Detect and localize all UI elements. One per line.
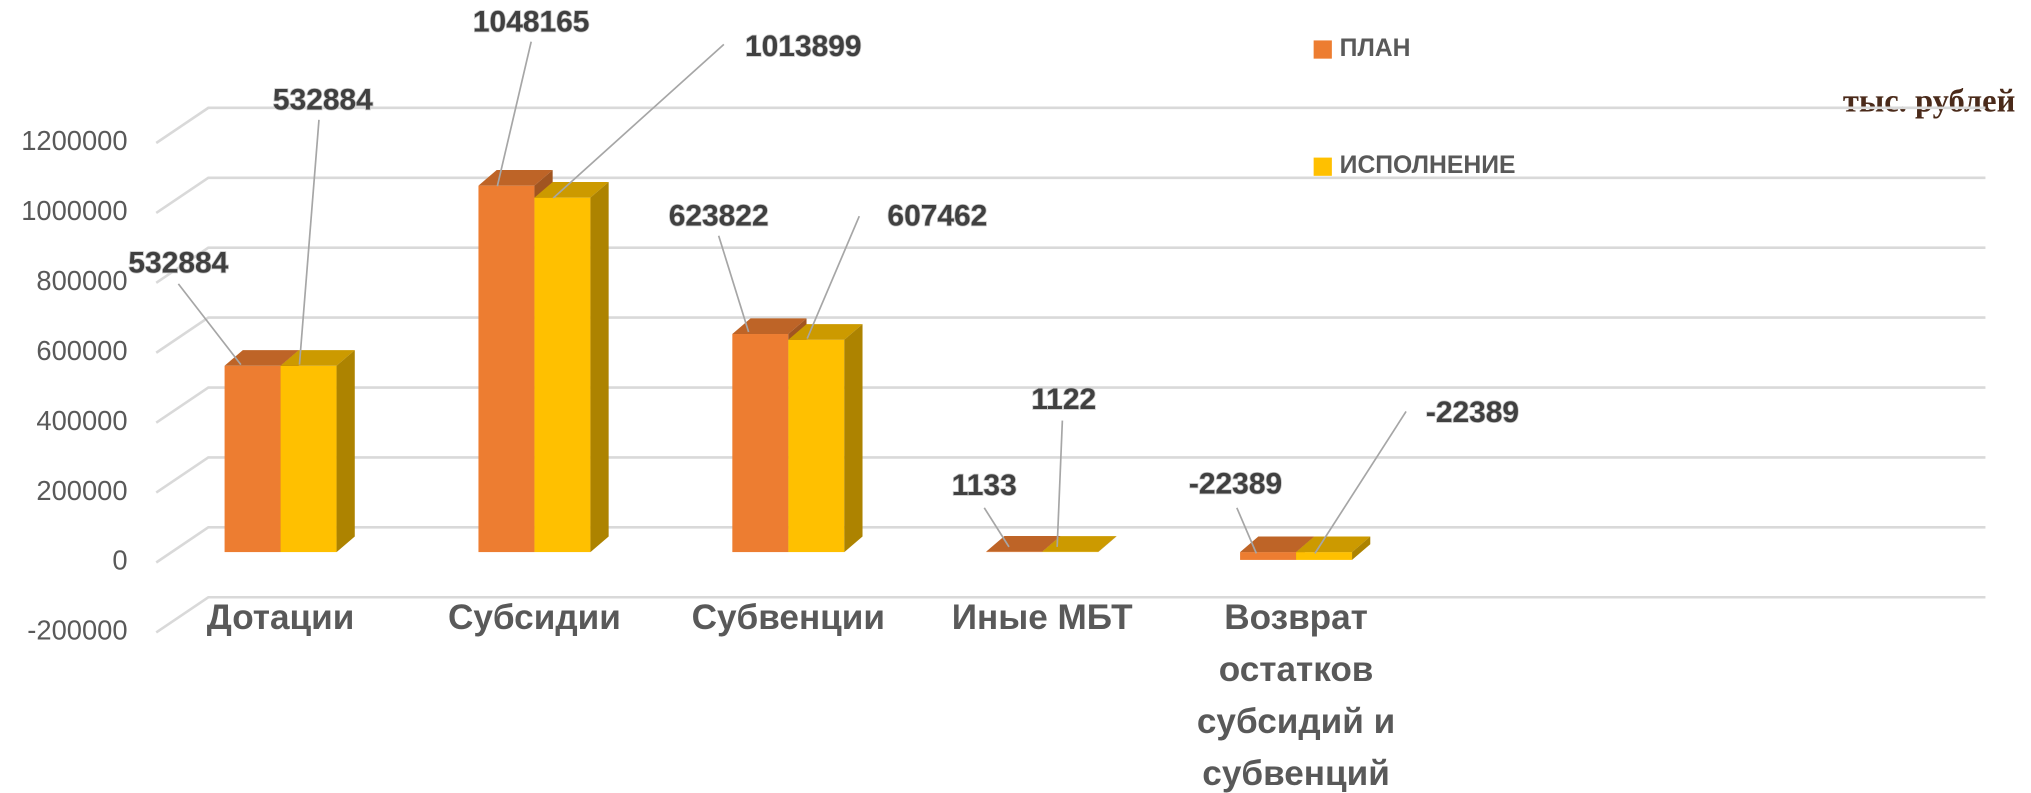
- unit-label: тыс. рублей: [1843, 84, 2015, 120]
- bar-front: [534, 197, 591, 553]
- leader-line: [177, 283, 242, 366]
- y-tick-label: 200000: [36, 475, 127, 506]
- bar-front: [478, 185, 535, 553]
- bar: [788, 324, 863, 553]
- y-tick-label: 600000: [36, 335, 127, 366]
- bar-front: [1296, 552, 1353, 560]
- grid-line: [155, 106, 1986, 145]
- legend-label: ПЛАН: [1340, 35, 1411, 62]
- grid-line: [155, 456, 1986, 494]
- leader-line: [1236, 507, 1258, 554]
- bar-side: [336, 350, 355, 553]
- bar: [534, 182, 609, 553]
- grid-line: [155, 316, 1986, 354]
- bar: [1296, 536, 1371, 560]
- grid-line: [155, 526, 1986, 564]
- y-tick-label: 0: [112, 545, 127, 576]
- bar-front: [732, 334, 789, 553]
- data-label: 1013899: [745, 30, 862, 63]
- bar-top: [1296, 536, 1371, 553]
- grid-line: [155, 595, 1986, 634]
- bar-top: [478, 170, 553, 186]
- data-label: 607462: [887, 199, 987, 232]
- leader-line: [1056, 420, 1064, 547]
- grid-line: [155, 246, 1986, 284]
- x-tick-label: Иные МБТ: [952, 598, 1133, 637]
- grid-line: [155, 176, 1986, 215]
- bar-top: [788, 324, 863, 340]
- x-tick-label: Возврат остатков субсидий и субвенций: [1197, 598, 1395, 793]
- x-tick-label: Субсидии: [448, 598, 621, 637]
- bar-side: [844, 324, 863, 553]
- legend-swatch: [1313, 40, 1332, 59]
- bar-front: [224, 365, 281, 553]
- bar-side: [1352, 536, 1371, 560]
- bar-side: [1098, 536, 1117, 553]
- leader-line: [717, 235, 750, 333]
- bar-top: [1240, 536, 1315, 553]
- data-label: -22389: [1189, 468, 1282, 501]
- legend-label: ИСПОЛНЕНИЕ: [1340, 152, 1516, 179]
- bar-top: [732, 318, 807, 335]
- y-tick-label: 800000: [36, 265, 127, 296]
- grid-line: [155, 386, 1986, 424]
- leader-line: [983, 507, 1010, 548]
- leader-line: [496, 41, 533, 187]
- data-label: 1133: [952, 469, 1017, 502]
- data-label: 623822: [669, 199, 769, 232]
- bar-front: [280, 365, 337, 553]
- data-label: 532884: [273, 84, 373, 117]
- bar-front: [1240, 552, 1297, 560]
- legend-swatch: [1313, 157, 1332, 176]
- y-tick-label: 400000: [36, 405, 127, 436]
- leader-line: [298, 119, 320, 365]
- x-tick-label: Дотации: [207, 598, 355, 637]
- data-label: 532884: [128, 246, 228, 279]
- bar-top: [534, 182, 609, 198]
- y-tick-label: 1000000: [21, 195, 127, 226]
- bar-front: [788, 339, 845, 553]
- y-tick-label: 1200000: [21, 125, 127, 156]
- bar: [280, 350, 355, 553]
- data-label: -22389: [1426, 396, 1519, 429]
- leader-line: [806, 215, 861, 339]
- y-tick-label: -200000: [27, 615, 127, 646]
- data-label: 1048165: [473, 5, 590, 38]
- bar: [1042, 536, 1117, 553]
- bar-top: [1042, 536, 1117, 552]
- bar-side: [590, 182, 609, 553]
- leader-line: [1314, 411, 1407, 554]
- data-label: 1122: [1031, 383, 1096, 416]
- x-tick-label: Субвенции: [692, 598, 885, 637]
- leader-line: [552, 43, 725, 199]
- bar-top: [224, 350, 299, 366]
